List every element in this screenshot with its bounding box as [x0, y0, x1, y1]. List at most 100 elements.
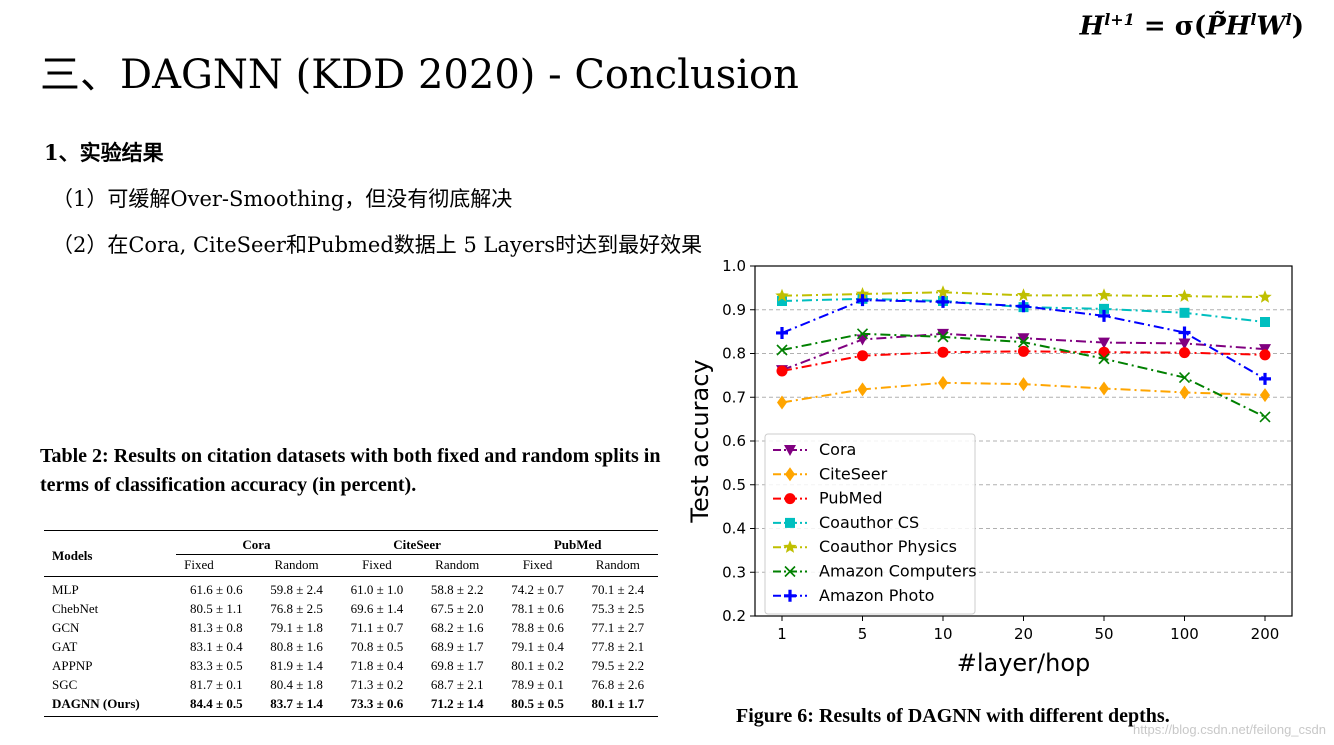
data-point-coauthor-cs	[777, 296, 787, 306]
table-row: GCN 81.3 ± 0.8 79.1 ± 1.8 71.1 ± 0.7 68.…	[44, 618, 658, 637]
table-cell: 69.8 ± 1.7	[430, 658, 484, 673]
data-point-coauthor-physics	[775, 288, 789, 302]
legend-label-amazon-computers: Amazon Computers	[819, 562, 977, 581]
table-cell: 67.5 ± 2.0	[430, 601, 484, 616]
data-point-cora	[1178, 338, 1191, 350]
table-cell: 80.4 ± 1.8	[270, 677, 323, 692]
x-tick-label: 10	[933, 625, 952, 643]
data-point-pubmed	[1098, 346, 1110, 358]
legend-marker-citeseer	[785, 467, 795, 482]
table-cell: 79.5 ± 2.2	[591, 658, 645, 673]
table-caption: Table 2: Results on citation datasets wi…	[40, 445, 661, 496]
data-point-pubmed	[1259, 349, 1271, 361]
table-cell: 61.6 ± 0.6	[189, 582, 243, 597]
model-name: ChebNet	[52, 601, 99, 616]
legend-marker-amazon-photo	[784, 589, 796, 602]
model-name: GAT	[52, 639, 78, 654]
x-tick-label: 1	[777, 625, 787, 643]
legend-label-pubmed: PubMed	[819, 489, 882, 508]
depth-line-chart: 0.2 0.3 0.4 0.5 0.6 0.7 0.8 0.9 1.0 1 5 10 20 50 100 20…	[686, 257, 1293, 677]
data-point-cora	[856, 334, 869, 346]
x-tick-label: 5	[858, 625, 868, 643]
data-point-citeseer	[857, 382, 868, 397]
table-cell: 80.1 ± 0.2	[511, 658, 564, 673]
data-point-citeseer	[1179, 385, 1190, 400]
legend-label-coauthor-physics: Coauthor Physics	[819, 537, 957, 556]
data-point-amazon-computers	[1098, 353, 1110, 365]
table-row: APPNP 83.3 ± 0.5 81.9 ± 1.4 71.8 ± 0.4 6…	[44, 656, 658, 675]
table-cell: 70.1 ± 2.4	[591, 582, 645, 597]
y-tick-label: 0.3	[722, 563, 746, 581]
data-point-pubmed	[776, 365, 788, 377]
table-cell: 69.6 ± 1.4	[350, 601, 404, 616]
table-cell: 80.1 ± 1.7	[577, 694, 658, 717]
data-point-pubmed	[937, 346, 949, 358]
table-cell: 80.8 ± 1.6	[270, 639, 323, 654]
legend-marker-amazon-computers	[784, 565, 796, 578]
data-point-citeseer	[1018, 377, 1029, 392]
table-row: GAT 83.1 ± 0.4 80.8 ± 1.6 70.8 ± 0.5 68.…	[44, 637, 658, 656]
data-point-cora	[1098, 337, 1110, 349]
figure-caption: Figure 6: Results of DAGNN with differen…	[736, 705, 1170, 727]
table-cell: 79.1 ± 0.4	[511, 639, 564, 654]
table-cell: 83.3 ± 0.5	[189, 658, 243, 673]
data-point-amazon-computers	[856, 328, 869, 340]
y-tick-label: 0.2	[722, 607, 746, 625]
table-cell: 70.8 ± 0.5	[350, 639, 404, 654]
y-tick-label: 0.7	[722, 388, 746, 406]
slide-title: 三、DAGNN (KDD 2020) - Conclusion	[40, 52, 799, 98]
table-row: MLP 61.6 ± 0.6 59.8 ± 2.4 61.0 ± 1.0 58.…	[44, 577, 658, 600]
subheader: Random	[417, 554, 498, 577]
legend-label-citeseer: CiteSeer	[819, 464, 888, 483]
data-point-pubmed	[857, 350, 868, 362]
data-point-coauthor-physics	[936, 285, 950, 298]
data-point-amazon-photo	[1259, 372, 1271, 385]
table-cell: 81.7 ± 0.1	[189, 677, 243, 692]
data-point-coauthor-cs	[1099, 303, 1109, 314]
models-header: Models	[44, 530, 177, 577]
table-cell: 59.8 ± 2.4	[270, 582, 323, 597]
legend-marker-coauthor-physics	[783, 540, 797, 553]
subheader: Random	[577, 554, 658, 577]
table-cell: 78.8 ± 0.6	[511, 620, 564, 635]
x-axis-label: #layer/hop	[957, 649, 1091, 677]
data-point-amazon-photo	[1098, 309, 1110, 322]
data-point-amazon-computers	[1178, 371, 1191, 384]
data-point-amazon-computers	[1259, 411, 1271, 423]
data-point-coauthor-physics	[1177, 289, 1192, 302]
data-point-amazon-photo	[856, 294, 869, 307]
legend-box	[764, 433, 976, 615]
table-cell: 77.1 ± 2.7	[591, 620, 645, 635]
y-axis-label: Test accuracy	[686, 359, 714, 523]
table-cell: 68.9 ± 1.7	[430, 639, 484, 654]
table-cell: 74.2 ± 0.7	[511, 582, 564, 597]
data-point-citeseer	[1099, 381, 1109, 396]
subheader: Fixed	[176, 554, 257, 577]
y-tick-label: 0.9	[722, 301, 746, 319]
table-cell: 80.5 ± 1.1	[189, 601, 243, 616]
table-cell: 71.3 ± 0.2	[350, 677, 404, 692]
table-cell: 84.4 ± 0.5	[176, 694, 257, 717]
table-cell: 58.8 ± 2.2	[430, 582, 484, 597]
x-tick-label: 200	[1251, 625, 1280, 643]
group-header-pubmed: PubMed	[497, 530, 658, 555]
section-heading: 1、实验结果	[44, 140, 164, 165]
legend-label-amazon-photo: Amazon Photo	[819, 586, 934, 605]
legend-marker-cora	[784, 445, 796, 456]
model-name: DAGNN (Ours)	[44, 694, 177, 717]
bullet-1: （1）可缓解Over-Smoothing，但没有彻底解决	[52, 187, 513, 211]
table-cell: 76.8 ± 2.5	[270, 601, 323, 616]
table-cell: 78.1 ± 0.6	[511, 601, 564, 616]
table-cell: 71.2 ± 1.4	[417, 694, 498, 717]
x-tick-label: 20	[1014, 625, 1033, 643]
data-point-amazon-computers	[1017, 336, 1030, 348]
table-cell: 71.8 ± 0.4	[350, 658, 404, 673]
data-point-amazon-computers	[937, 331, 949, 343]
group-header-citeseer: CiteSeer	[336, 530, 498, 555]
table-cell: 80.5 ± 0.5	[497, 694, 578, 717]
y-tick-label: 0.5	[722, 476, 746, 494]
table-row: DAGNN (Ours) 84.4 ± 0.5 83.7 ± 1.4 73.3 …	[44, 694, 658, 717]
bullet-2: （2）在Cora, CiteSeer和Pubmed数据上 5 Layers时达到…	[52, 233, 703, 257]
table-cell: 75.3 ± 2.5	[591, 601, 645, 616]
data-point-citeseer	[1260, 388, 1270, 403]
